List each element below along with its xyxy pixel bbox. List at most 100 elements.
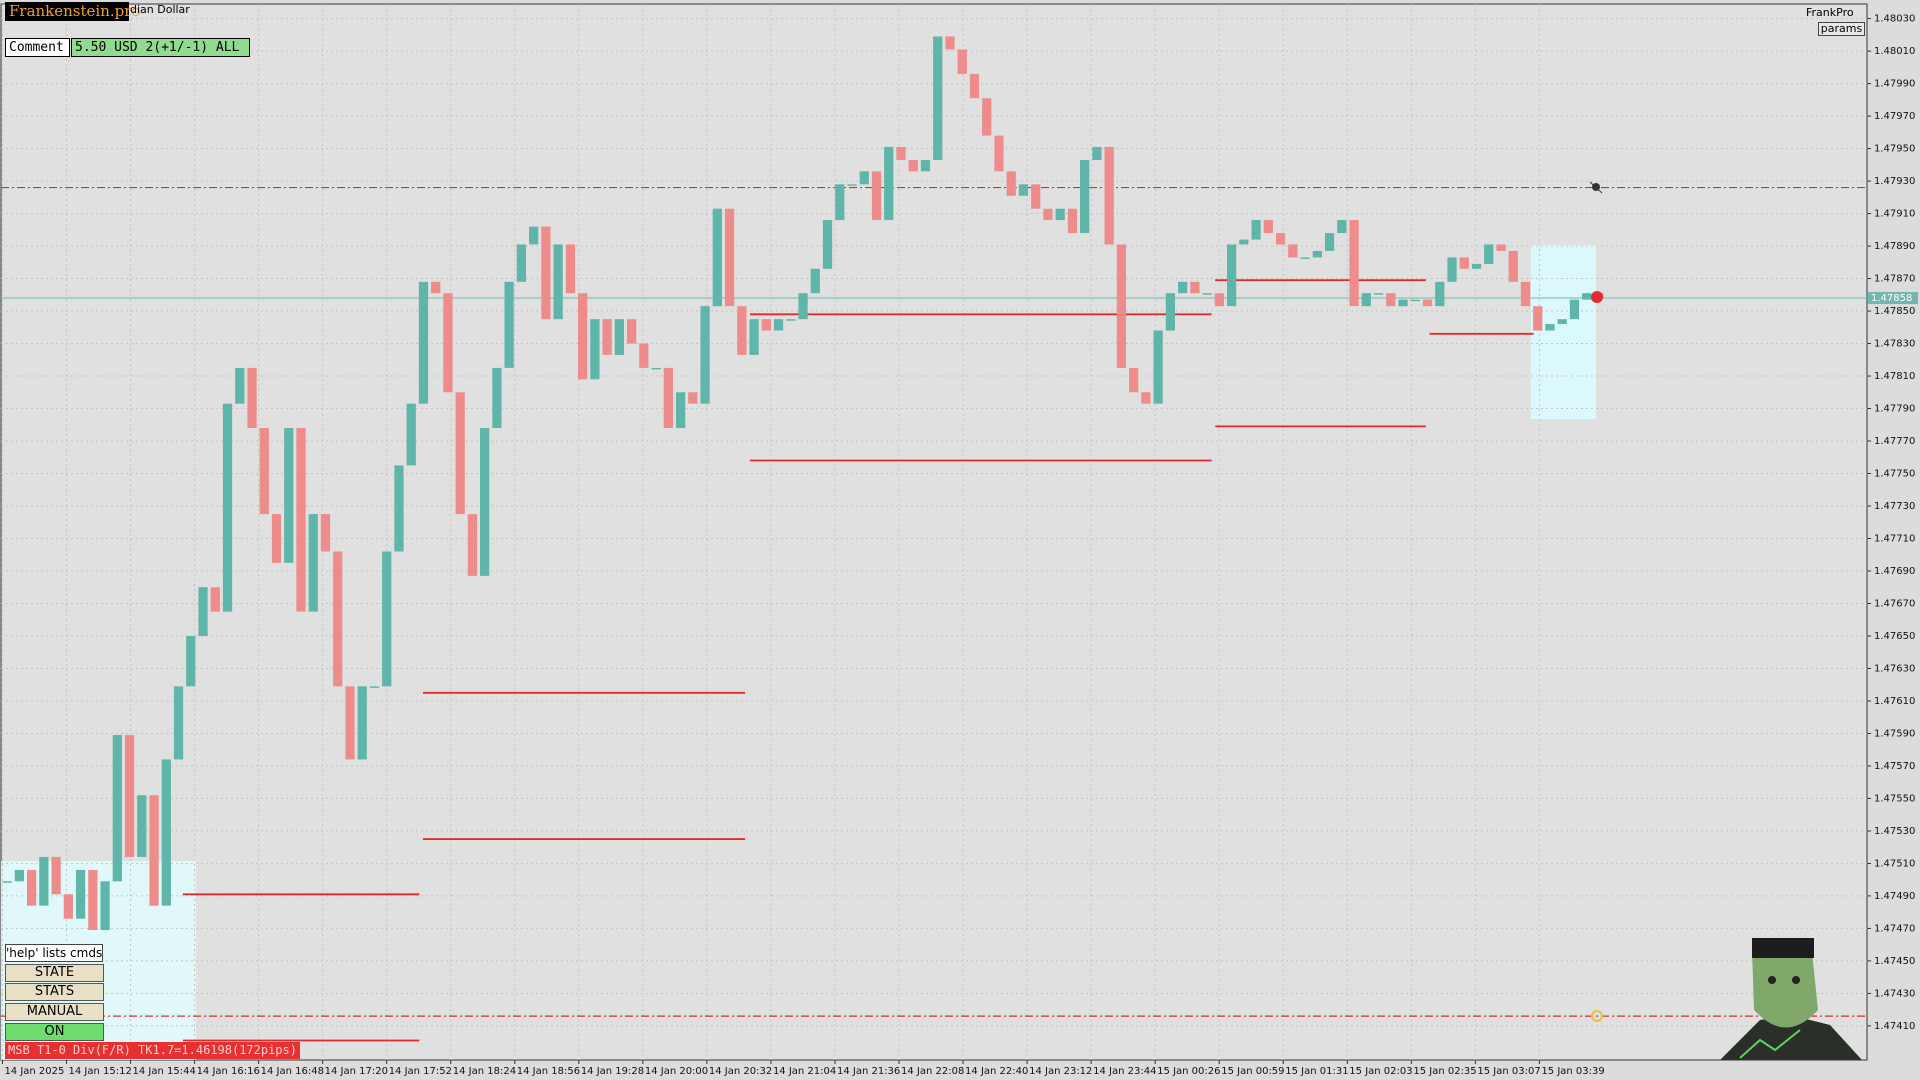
x-tick-label: 15 Jan 03:07 bbox=[1477, 1066, 1540, 1077]
candle bbox=[969, 73, 980, 99]
manual-button[interactable]: MANUAL bbox=[5, 1003, 104, 1021]
candle bbox=[149, 795, 159, 906]
candle bbox=[1153, 330, 1163, 404]
y-tick-label: 1.47490 bbox=[1874, 891, 1915, 902]
y-tick-label: 1.47510 bbox=[1874, 858, 1915, 869]
y-tick-label: 1.47450 bbox=[1874, 956, 1915, 967]
candle bbox=[822, 220, 833, 269]
candle bbox=[1569, 299, 1580, 320]
x-tick-label: 15 Jan 03:39 bbox=[1541, 1066, 1604, 1077]
candle bbox=[1092, 146, 1102, 160]
candle bbox=[578, 293, 588, 380]
y-tick-label: 1.47910 bbox=[1874, 209, 1915, 220]
y-tick-label: 1.47870 bbox=[1874, 274, 1915, 285]
candle bbox=[1300, 257, 1310, 259]
state-button[interactable]: STATE bbox=[5, 964, 104, 982]
candle bbox=[112, 735, 122, 882]
help-hint: 'help' lists cmds bbox=[5, 944, 103, 962]
candle bbox=[406, 403, 416, 466]
params-button[interactable]: params bbox=[1818, 22, 1865, 36]
candle bbox=[1410, 299, 1420, 302]
brand-label: FrankPro bbox=[1806, 6, 1854, 19]
marker-icon bbox=[1589, 181, 1603, 194]
candle bbox=[1533, 306, 1543, 331]
x-tick-label: 15 Jan 00:26 bbox=[1157, 1066, 1220, 1077]
x-tick-label: 14 Jan 21:04 bbox=[773, 1066, 836, 1077]
y-tick-label: 1.47990 bbox=[1874, 79, 1915, 90]
candle bbox=[1275, 233, 1286, 245]
candle bbox=[737, 306, 747, 355]
candle bbox=[1129, 367, 1139, 393]
candle bbox=[859, 171, 869, 185]
candle bbox=[688, 392, 698, 404]
candle bbox=[1435, 281, 1445, 307]
candle bbox=[1190, 281, 1200, 294]
candle bbox=[100, 881, 110, 931]
candle bbox=[443, 293, 453, 393]
candle bbox=[1006, 171, 1016, 196]
logo: Frankenstein.pro bbox=[5, 2, 140, 21]
y-tick-label: 1.47850 bbox=[1874, 306, 1915, 317]
y-tick-label: 1.47410 bbox=[1874, 1021, 1915, 1032]
comment-button[interactable]: Comment bbox=[5, 38, 70, 57]
candle bbox=[798, 293, 808, 320]
candle bbox=[541, 226, 551, 320]
candle bbox=[920, 159, 931, 172]
candle bbox=[1545, 324, 1555, 331]
candle bbox=[1508, 250, 1518, 282]
candle bbox=[271, 514, 282, 563]
candle bbox=[39, 856, 49, 906]
on-button[interactable]: ON bbox=[5, 1023, 104, 1041]
y-tick-label: 1.47530 bbox=[1874, 826, 1915, 837]
x-tick-label: 14 Jan 21:36 bbox=[837, 1066, 900, 1077]
y-tick-label: 1.47630 bbox=[1874, 663, 1915, 674]
candle bbox=[994, 135, 1004, 172]
candle bbox=[14, 869, 24, 882]
x-tick-label: 14 Jan 20:00 bbox=[645, 1066, 708, 1077]
x-tick-label: 14 Jan 16:48 bbox=[261, 1066, 324, 1077]
candle bbox=[700, 306, 710, 404]
candle bbox=[1239, 239, 1249, 245]
candle bbox=[345, 686, 355, 760]
y-tick-label: 1.47570 bbox=[1874, 761, 1915, 772]
x-tick-label: 14 Jan 18:24 bbox=[453, 1066, 516, 1077]
y-tick-label: 1.48030 bbox=[1874, 14, 1915, 25]
candle bbox=[639, 343, 649, 368]
y-tick-label: 1.47790 bbox=[1874, 404, 1915, 415]
candle bbox=[1349, 220, 1359, 307]
candle bbox=[847, 184, 857, 186]
y-tick-label: 1.47970 bbox=[1874, 111, 1915, 122]
candle bbox=[382, 551, 392, 687]
y-tick-label: 1.47930 bbox=[1874, 176, 1915, 187]
candle bbox=[1214, 293, 1224, 307]
candle bbox=[590, 319, 600, 380]
y-tick-label: 1.47470 bbox=[1874, 923, 1915, 934]
x-tick-label: 14 Jan 17:52 bbox=[389, 1066, 452, 1077]
candle bbox=[1312, 250, 1322, 258]
candle bbox=[1043, 208, 1053, 221]
candle bbox=[957, 49, 967, 74]
candle bbox=[222, 403, 233, 612]
candle bbox=[75, 869, 86, 919]
candle bbox=[333, 551, 343, 687]
x-tick-label: 14 Jan 22:40 bbox=[965, 1066, 1028, 1077]
candle bbox=[810, 268, 820, 294]
candle bbox=[1447, 257, 1457, 282]
candle bbox=[1226, 244, 1237, 307]
candle bbox=[773, 319, 784, 331]
candle bbox=[516, 244, 527, 282]
order-marker bbox=[1591, 1010, 1603, 1022]
candle bbox=[1337, 220, 1347, 234]
candle bbox=[565, 244, 576, 294]
y-tick-label: 1.47670 bbox=[1874, 598, 1915, 609]
candle bbox=[369, 686, 380, 688]
stats-button[interactable]: STATS bbox=[5, 983, 104, 1001]
candle bbox=[896, 146, 906, 160]
candle bbox=[1582, 293, 1592, 300]
candle bbox=[1055, 208, 1065, 221]
candle bbox=[675, 392, 686, 429]
candle bbox=[712, 208, 722, 307]
candle bbox=[1459, 257, 1469, 269]
candle bbox=[161, 759, 171, 906]
